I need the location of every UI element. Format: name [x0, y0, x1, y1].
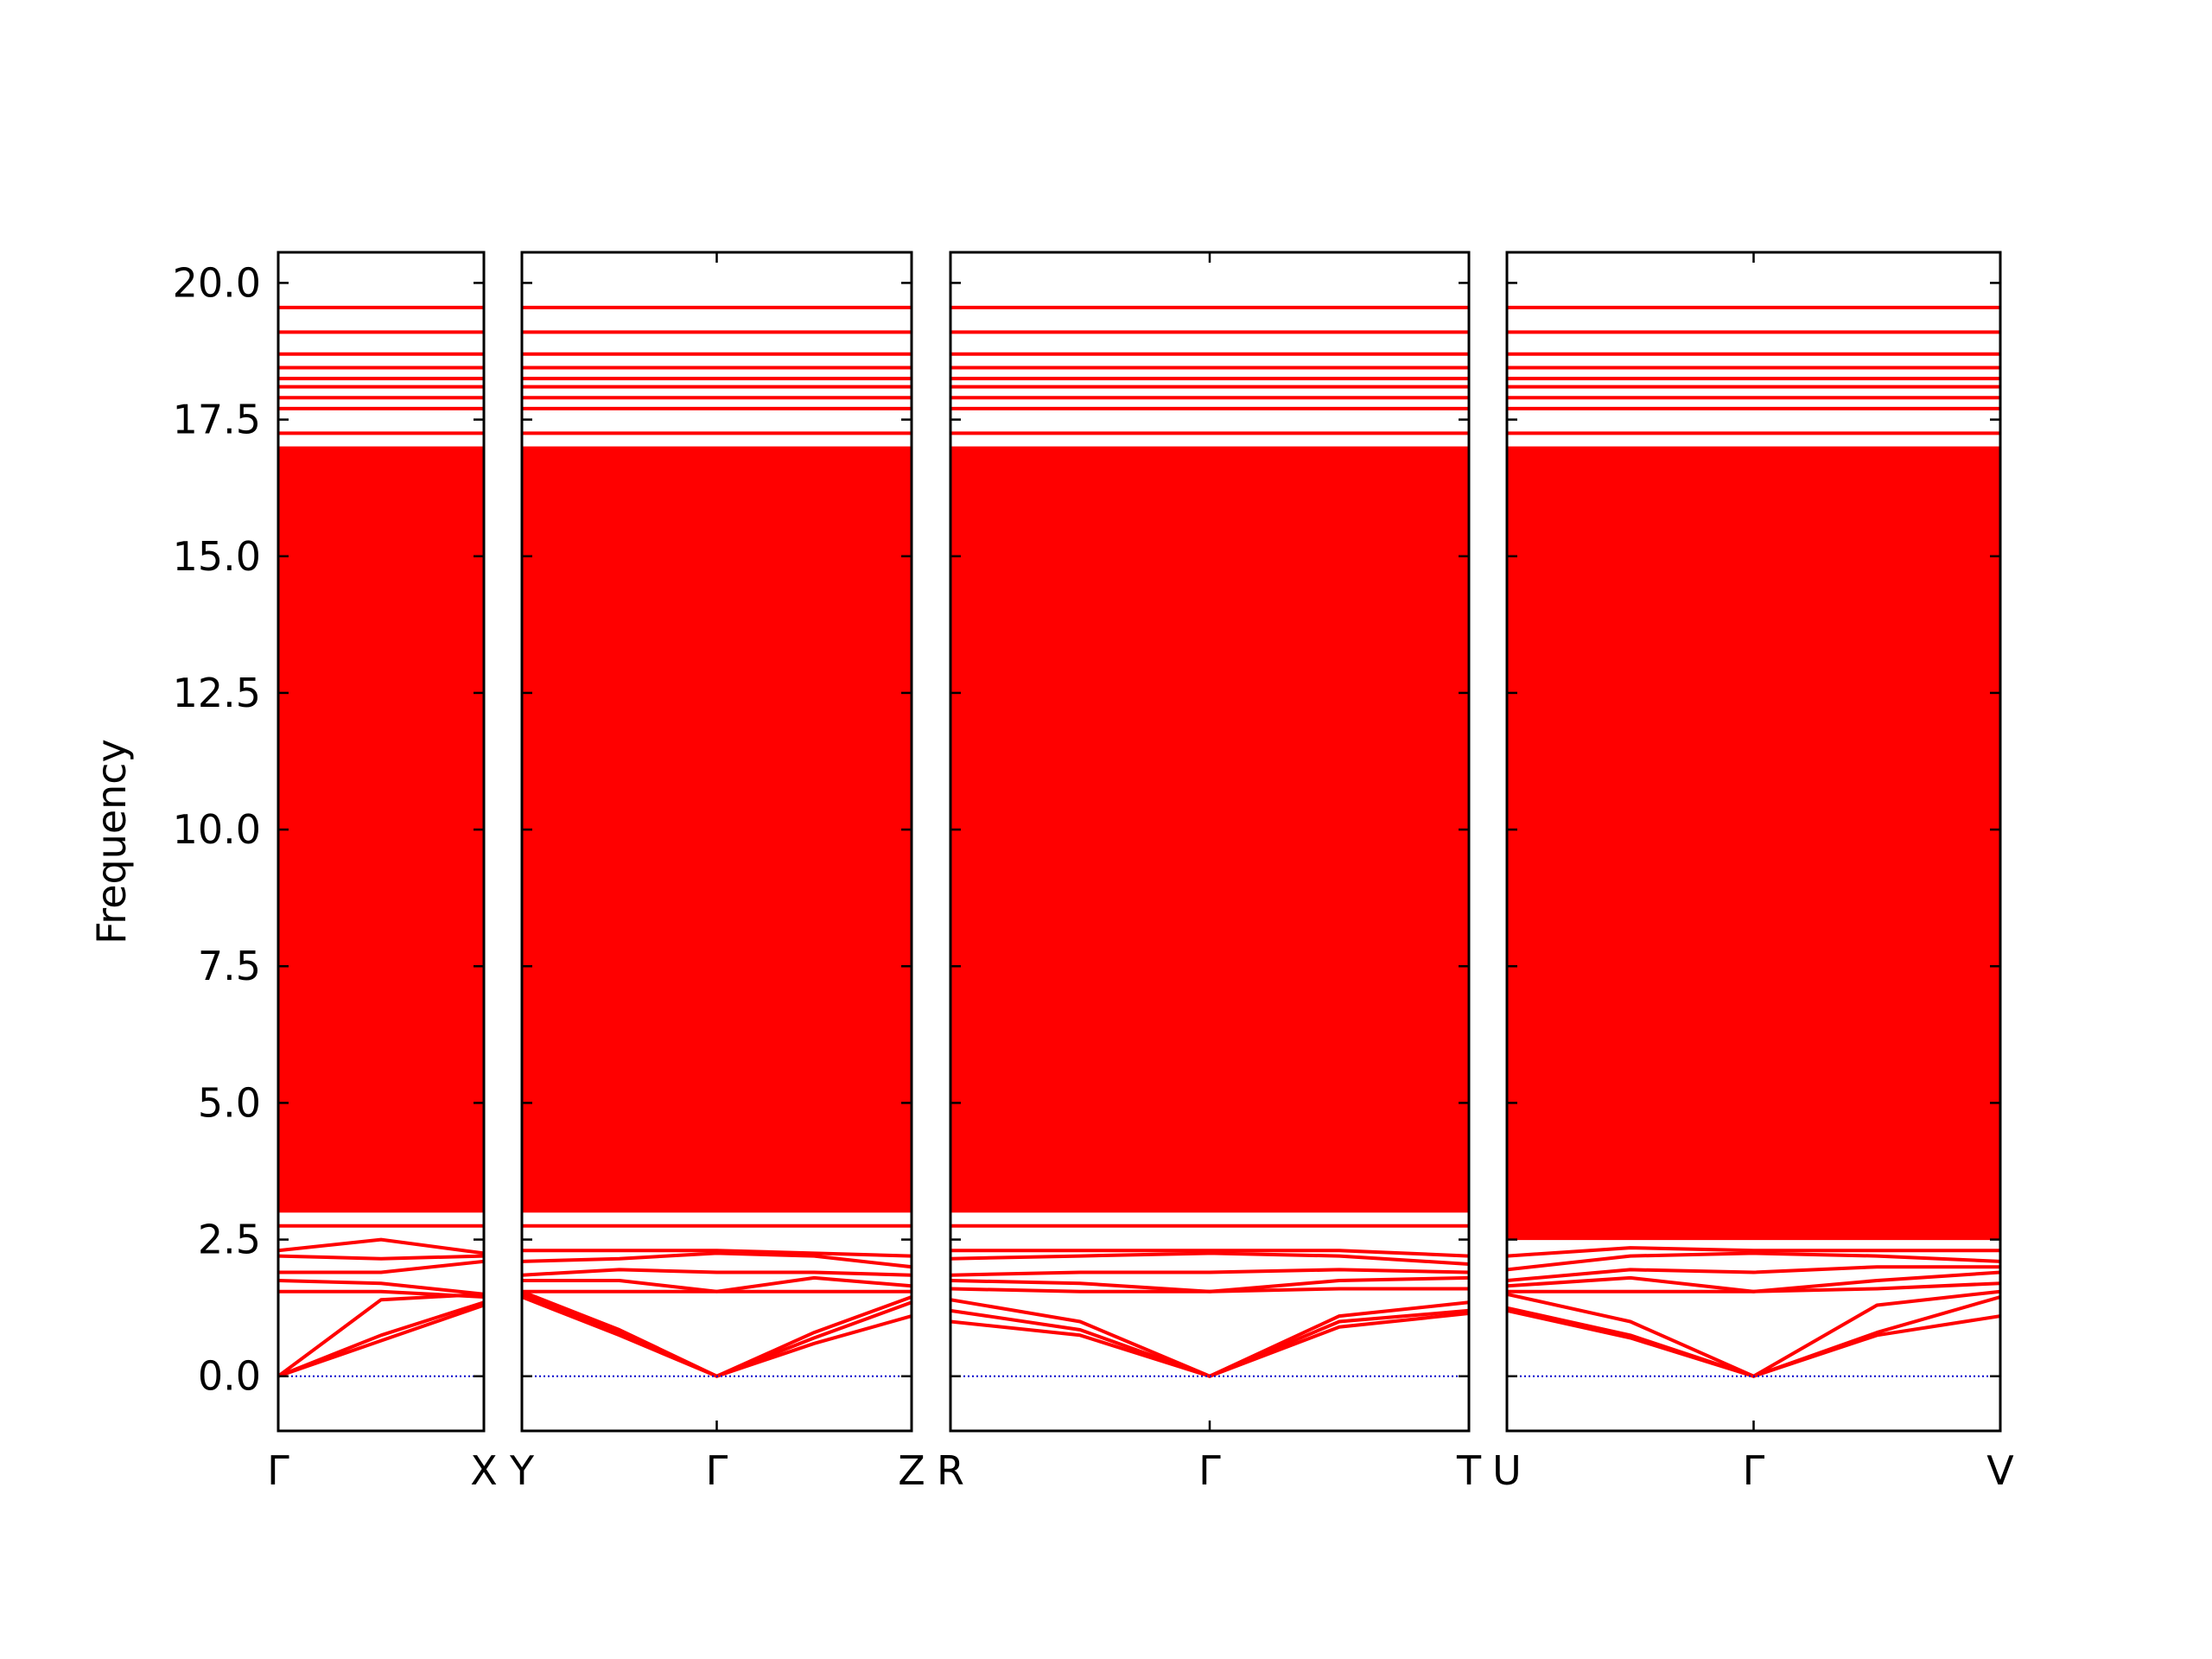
band-line	[522, 1268, 912, 1277]
band-line	[278, 1289, 484, 1299]
x-tick-label: T	[1456, 1447, 1482, 1494]
y-tick-label: 0.0	[198, 1353, 261, 1400]
y-tick-label: 5.0	[198, 1079, 261, 1126]
band-line	[278, 1300, 484, 1378]
y-tick-label: 7.5	[198, 943, 261, 989]
x-tick-label: Γ	[706, 1447, 728, 1494]
y-tick-label: 15.0	[173, 533, 261, 580]
band-line	[522, 1251, 912, 1269]
y-tick-label: 17.5	[173, 397, 261, 443]
band-line	[950, 1249, 1469, 1258]
x-tick-label: Γ	[1743, 1447, 1765, 1494]
band-line	[278, 1259, 484, 1274]
x-tick-label: U	[1492, 1447, 1522, 1494]
band-line	[950, 1268, 1469, 1277]
x-tick-label: V	[1986, 1447, 2014, 1494]
band-line	[278, 1279, 484, 1296]
plot-area	[950, 305, 1469, 1378]
band-line	[1507, 1270, 2000, 1294]
plot-area	[278, 305, 484, 1378]
y-tick-label: 10.0	[173, 806, 261, 853]
x-tick-label: Z	[898, 1447, 925, 1494]
band-line	[522, 1275, 912, 1294]
y-tick-label: 12.5	[173, 670, 261, 716]
band-line	[1507, 1265, 2000, 1282]
band-line	[522, 1249, 912, 1258]
x-tick-label: X	[470, 1447, 498, 1494]
band-line	[278, 1254, 484, 1261]
band-line	[1507, 1251, 2000, 1272]
axes-frame	[520, 251, 913, 1433]
y-axis-label: Frequency	[88, 739, 135, 944]
band-line	[950, 1275, 1469, 1294]
y-tick-label: 2.5	[198, 1217, 261, 1263]
x-tick-label: Y	[509, 1447, 535, 1494]
plot-area	[522, 305, 912, 1378]
axes-frame	[1505, 251, 2002, 1433]
band-line	[1507, 1246, 2000, 1258]
x-tick-label: Γ	[1198, 1447, 1221, 1494]
x-tick-label: R	[937, 1447, 964, 1494]
y-tick-label: 20.0	[173, 259, 261, 306]
x-tick-label: Γ	[267, 1447, 289, 1494]
band-line	[950, 1251, 1469, 1266]
plot-area	[1507, 305, 2000, 1378]
axes-frame	[276, 251, 486, 1433]
band-line	[278, 1237, 484, 1255]
axes-frame	[949, 251, 1471, 1433]
